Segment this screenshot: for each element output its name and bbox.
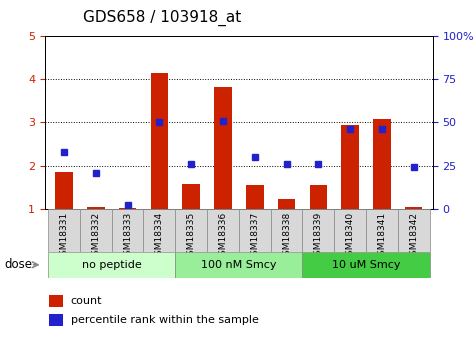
Bar	[143, 209, 175, 252]
Text: GSM18341: GSM18341	[377, 212, 386, 261]
Bar	[366, 209, 398, 252]
Bar	[302, 209, 334, 252]
Text: GSM18334: GSM18334	[155, 212, 164, 261]
Bar	[271, 209, 302, 252]
Text: GSM18337: GSM18337	[250, 212, 259, 262]
Bar	[80, 209, 112, 252]
Text: GSM18340: GSM18340	[346, 212, 355, 261]
Text: GSM18335: GSM18335	[187, 212, 196, 262]
Text: GDS658 / 103918_at: GDS658 / 103918_at	[83, 10, 241, 26]
Text: GSM18336: GSM18336	[219, 212, 228, 262]
Bar	[342, 125, 359, 209]
Text: no peptide: no peptide	[82, 260, 141, 270]
Text: dose: dose	[5, 258, 33, 271]
Bar	[48, 252, 175, 278]
Bar	[183, 184, 200, 209]
Text: 100 nM Smcy: 100 nM Smcy	[201, 260, 277, 270]
Bar	[87, 207, 105, 209]
Bar	[175, 209, 207, 252]
Text: GSM18342: GSM18342	[409, 212, 418, 261]
Bar	[398, 209, 429, 252]
Text: GSM18339: GSM18339	[314, 212, 323, 262]
Bar	[119, 208, 136, 209]
Bar	[334, 209, 366, 252]
Bar	[49, 295, 63, 307]
Bar	[55, 172, 73, 209]
Bar	[239, 209, 271, 252]
Bar	[278, 199, 295, 209]
Text: GSM18333: GSM18333	[123, 212, 132, 262]
Bar	[49, 314, 63, 326]
Bar	[310, 185, 327, 209]
Text: count: count	[70, 296, 102, 306]
Bar	[207, 209, 239, 252]
Bar	[405, 207, 422, 209]
Bar	[302, 252, 429, 278]
Bar	[373, 119, 391, 209]
Bar	[246, 185, 263, 209]
Text: GSM18332: GSM18332	[91, 212, 100, 261]
Text: GSM18331: GSM18331	[60, 212, 69, 262]
Bar	[214, 87, 232, 209]
Bar	[48, 209, 80, 252]
Bar	[150, 73, 168, 209]
Text: percentile rank within the sample: percentile rank within the sample	[70, 315, 258, 325]
Text: 10 uM Smcy: 10 uM Smcy	[332, 260, 400, 270]
Text: GSM18338: GSM18338	[282, 212, 291, 262]
Bar	[112, 209, 143, 252]
Bar	[175, 252, 302, 278]
